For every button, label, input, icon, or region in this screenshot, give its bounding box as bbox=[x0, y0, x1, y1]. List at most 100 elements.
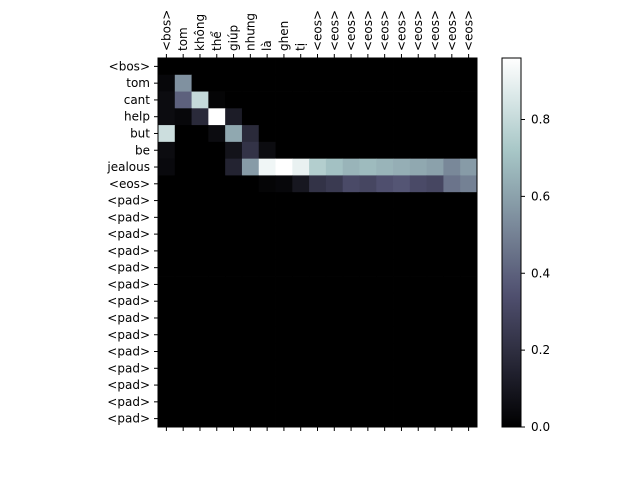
heatmap-cell bbox=[359, 225, 377, 243]
y-axis: <bos> tom cant help but be jealous <eos> <pad> <p… bbox=[106, 59, 158, 426]
heatmap-cell bbox=[258, 242, 276, 260]
heatmap-cell bbox=[409, 276, 428, 294]
heatmap-cell bbox=[225, 376, 243, 394]
heatmap-cell bbox=[393, 225, 411, 243]
heatmap-cell bbox=[292, 125, 310, 143]
heatmap-cell bbox=[460, 326, 478, 344]
heatmap-cell bbox=[309, 125, 327, 143]
heatmap-cell bbox=[460, 376, 478, 394]
y-tick-label: cant bbox=[124, 93, 151, 107]
heatmap-cell bbox=[292, 158, 310, 176]
heatmap-cell bbox=[225, 58, 243, 76]
heatmap-cell bbox=[208, 393, 226, 411]
heatmap-cell bbox=[275, 359, 293, 378]
heatmap-cell bbox=[393, 108, 411, 126]
heatmap-cell bbox=[325, 326, 344, 344]
heatmap-cell bbox=[342, 74, 360, 92]
heatmap-cell bbox=[409, 125, 428, 143]
colorbar-axis: 0.0 0.2 0.4 0.6 0.8 bbox=[521, 113, 550, 434]
heatmap-cell bbox=[174, 192, 192, 210]
heatmap-cell bbox=[208, 175, 226, 193]
heatmap-cell bbox=[174, 108, 192, 126]
heatmap-cell bbox=[426, 393, 444, 411]
heatmap-cell bbox=[174, 242, 192, 260]
heatmap-cell bbox=[359, 343, 377, 361]
heatmap-cell bbox=[409, 225, 428, 243]
heatmap-cell bbox=[258, 225, 276, 243]
heatmap-cell bbox=[191, 225, 209, 243]
heatmap-cell bbox=[208, 259, 226, 277]
heatmap-cell bbox=[359, 141, 377, 160]
heatmap-cell bbox=[241, 158, 260, 176]
heatmap-cell bbox=[393, 343, 411, 361]
heatmap-cell bbox=[460, 125, 478, 143]
heatmap-cell bbox=[393, 376, 411, 394]
heatmap-cell bbox=[325, 225, 344, 243]
heatmap-cell bbox=[191, 393, 209, 411]
heatmap-cell bbox=[460, 208, 478, 227]
heatmap-cell bbox=[158, 192, 176, 210]
heatmap-cell bbox=[426, 91, 444, 109]
heatmap-cell bbox=[460, 393, 478, 411]
heatmap-cell bbox=[275, 208, 293, 227]
heatmap-cell bbox=[393, 141, 411, 160]
heatmap-cell bbox=[191, 192, 209, 210]
heatmap-cell bbox=[275, 74, 293, 92]
heatmap-cell bbox=[393, 393, 411, 411]
heatmap-cell bbox=[460, 158, 478, 176]
heatmap-cell bbox=[225, 359, 243, 378]
heatmap-cell bbox=[191, 242, 209, 260]
heatmap-cell bbox=[460, 343, 478, 361]
heatmap-cell bbox=[325, 276, 344, 294]
heatmap-cell bbox=[292, 242, 310, 260]
heatmap-cell bbox=[325, 259, 344, 277]
heatmap-cell bbox=[225, 108, 243, 126]
x-tick-label: <eos> bbox=[344, 10, 358, 51]
heatmap-cell bbox=[325, 376, 344, 394]
heatmap-cell bbox=[443, 242, 461, 260]
heatmap-cell bbox=[275, 376, 293, 394]
heatmap-cell bbox=[275, 410, 293, 428]
heatmap-cell bbox=[393, 158, 411, 176]
y-tick-label: <pad> bbox=[107, 345, 150, 359]
heatmap-cell bbox=[225, 141, 243, 160]
heatmap-cell bbox=[275, 343, 293, 361]
heatmap-cell bbox=[309, 225, 327, 243]
heatmap-cell bbox=[241, 242, 260, 260]
heatmap-cell bbox=[460, 141, 478, 160]
heatmap-cell bbox=[460, 259, 478, 277]
heatmap-cell bbox=[275, 326, 293, 344]
heatmap-cell bbox=[426, 309, 444, 327]
heatmap-cell bbox=[258, 292, 276, 310]
heatmap-cell bbox=[225, 276, 243, 294]
heatmap-cell bbox=[292, 326, 310, 344]
heatmap-cell bbox=[409, 91, 428, 109]
heatmap-cell bbox=[309, 242, 327, 260]
heatmap-cell bbox=[275, 175, 293, 193]
heatmap-cell bbox=[241, 410, 260, 428]
heatmap-cell bbox=[174, 91, 192, 109]
heatmap-cell bbox=[208, 74, 226, 92]
heatmap-cell bbox=[292, 58, 310, 76]
x-tick-label: tom bbox=[176, 27, 190, 51]
x-tick-label: <bos> bbox=[159, 10, 173, 51]
heatmap-cell bbox=[443, 343, 461, 361]
heatmap-cell bbox=[342, 208, 360, 227]
heatmap-cell bbox=[275, 125, 293, 143]
heatmap-cell bbox=[275, 292, 293, 310]
heatmap-cell bbox=[393, 175, 411, 193]
heatmap-cell bbox=[376, 393, 394, 411]
heatmap-cell bbox=[460, 175, 478, 193]
heatmap-cell bbox=[342, 108, 360, 126]
heatmap-cell bbox=[174, 175, 192, 193]
heatmap-cell bbox=[426, 158, 444, 176]
y-tick-label: be bbox=[135, 143, 150, 157]
heatmap-cell bbox=[208, 410, 226, 428]
heatmap-cell bbox=[409, 175, 428, 193]
y-tick-label: <eos> bbox=[109, 177, 150, 191]
heatmap-cell bbox=[258, 208, 276, 227]
heatmap-cell bbox=[258, 343, 276, 361]
heatmap-cell bbox=[191, 141, 209, 160]
heatmap-cell bbox=[325, 125, 344, 143]
